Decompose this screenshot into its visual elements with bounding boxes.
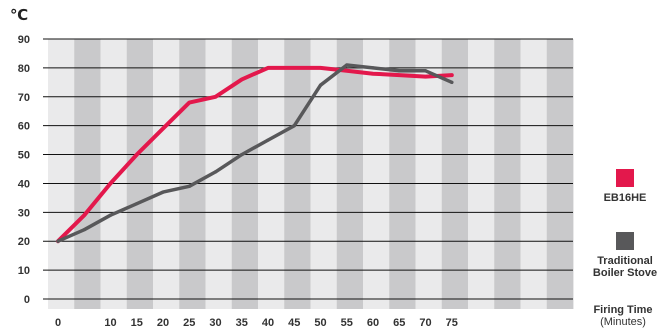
legend-label-eb16he: EB16HE [603,192,647,204]
x-axis-title-sub: (Minutes) [600,316,646,328]
grid-band [546,39,574,309]
y-axis-unit: ℃ [10,7,29,24]
grid-band [389,39,416,309]
grid-band [179,39,206,309]
data-point-eb16he [213,95,218,99]
data-point-traditional-boiler-stove [318,83,323,87]
grid-band [520,39,548,309]
x-tick-label: 40 [262,317,274,329]
data-point-eb16he [82,213,86,217]
data-point-eb16he [108,181,113,186]
y-tick-label: 10 [18,265,30,277]
data-point-traditional-boiler-stove [135,202,139,206]
y-tick-label: 0 [24,294,30,306]
x-tick-label: 50 [314,317,326,329]
y-tick-label: 60 [18,121,30,133]
data-point-traditional-boiler-stove [187,184,191,188]
y-tick-label: 80 [18,63,30,75]
data-point-traditional-boiler-stove [423,69,428,73]
data-point-eb16he [292,66,296,70]
grid-band [494,39,521,309]
y-tick-label: 50 [18,150,30,162]
y-tick-label: 40 [18,178,30,190]
data-point-eb16he [371,72,375,76]
grid-band [363,39,390,309]
data-point-eb16he [187,100,191,105]
grid-band [48,39,75,309]
data-point-eb16he [135,152,139,157]
x-tick-label: 20 [157,317,169,329]
grid-band [126,39,154,309]
legend-item-traditional-boiler-stove: Traditional Boiler Stove [582,232,668,279]
x-axis-title: Firing Time (Minutes) [578,304,668,328]
legend-label-traditional-boiler-stove: Traditional Boiler Stove [592,255,658,279]
grid-band [74,39,101,309]
series-line-traditional-boiler-stove [56,63,454,243]
grid-band [310,39,338,309]
x-tick-label: 75 [446,317,458,329]
grid-band [153,39,180,309]
grid-band [100,39,128,309]
x-tick-label: 15 [131,317,143,329]
data-point-eb16he [450,73,454,77]
data-point-traditional-boiler-stove [397,69,401,73]
data-point-eb16he [423,74,428,79]
x-tick-label: 35 [236,317,248,329]
data-point-traditional-boiler-stove [345,63,349,67]
x-tick-label: 10 [104,317,116,329]
data-point-traditional-boiler-stove [450,80,454,84]
grid-band [415,39,443,309]
x-tick-label: 30 [209,317,221,329]
data-point-eb16he [266,66,270,70]
data-point-traditional-boiler-stove [161,190,165,194]
x-tick-label: 45 [288,317,300,329]
y-tick-label: 90 [18,34,30,46]
x-tick-label: 0 [55,317,61,329]
data-point-traditional-boiler-stove [56,239,60,243]
series-line-eb16he [56,65,454,244]
grid-band [284,39,311,309]
data-point-traditional-boiler-stove [266,138,270,142]
data-point-traditional-boiler-stove [292,124,296,128]
data-point-traditional-boiler-stove [371,66,375,70]
data-point-eb16he [345,69,349,73]
legend-swatch-traditional-boiler-stove [616,232,634,250]
legend-swatch-eb16he [616,169,634,187]
x-tick-label: 65 [393,317,405,329]
x-axis-title-main: Firing Time [593,304,653,316]
grid-band [258,39,285,309]
data-point-traditional-boiler-stove [213,170,218,174]
y-tick-label: 20 [18,236,30,248]
data-point-traditional-boiler-stove [82,228,86,232]
data-point-eb16he [161,126,165,131]
data-point-eb16he [240,77,244,82]
legend-item-eb16he: EB16HE [582,169,668,204]
y-tick-label: 70 [18,92,30,104]
data-point-traditional-boiler-stove [240,152,244,157]
x-tick-label: 70 [419,317,431,329]
grid-band [441,39,469,309]
data-point-eb16he [318,66,323,70]
x-tick-label: 60 [367,317,379,329]
data-point-traditional-boiler-stove [108,213,113,217]
y-tick-label: 30 [18,207,30,219]
data-point-eb16he [397,73,401,77]
grid-band [468,39,495,309]
x-tick-label: 55 [341,317,353,329]
grid-band [336,39,364,309]
x-tick-label: 25 [183,317,195,329]
